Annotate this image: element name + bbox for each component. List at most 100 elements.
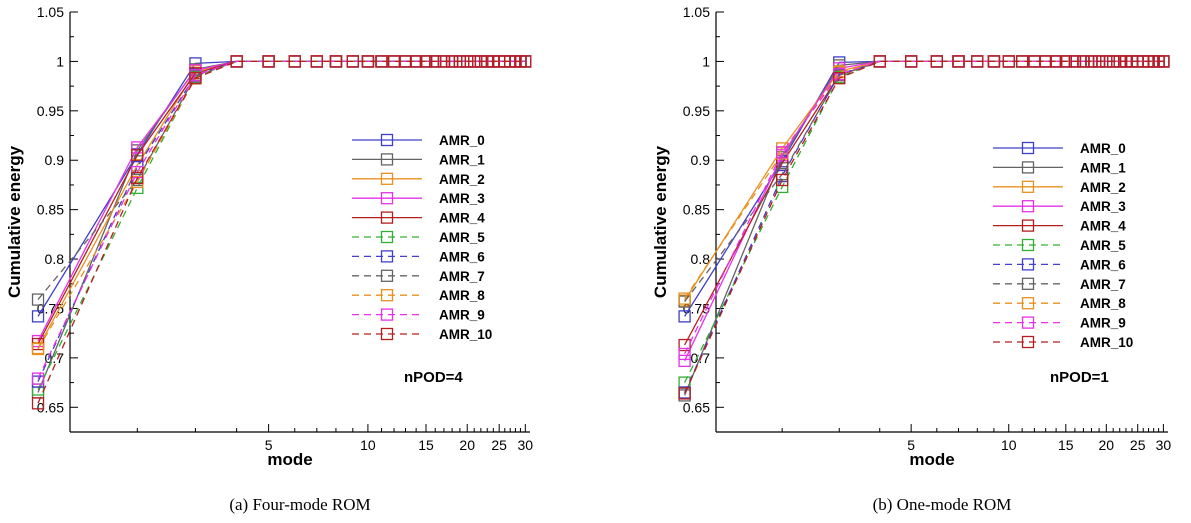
x-axis-title: mode	[267, 450, 312, 469]
legend-label: AMR_2	[439, 172, 485, 187]
legend-label: AMR_1	[1080, 160, 1126, 175]
y-tick-label: 1.05	[37, 4, 64, 20]
x-tick-label: 30	[1156, 437, 1172, 453]
legend-label: AMR_7	[1080, 277, 1126, 292]
legend-marker	[1021, 180, 1035, 193]
data-point	[31, 372, 45, 385]
npod-annotation: nPOD=1	[1050, 369, 1109, 386]
legend-marker	[380, 211, 394, 224]
data-point	[1100, 55, 1113, 68]
data-point	[678, 292, 691, 305]
data-point	[905, 55, 918, 68]
data-point	[776, 173, 789, 187]
legend-marker	[1021, 335, 1035, 349]
legend-label: AMR_4	[1080, 219, 1126, 234]
data-point	[678, 387, 691, 400]
legend-label: AMR_6	[1080, 257, 1126, 272]
data-point	[31, 310, 45, 323]
x-tick-label: 20	[1099, 437, 1115, 453]
y-axis-title: Cumulative energy	[5, 145, 24, 298]
panel-caption: (b) One-mode ROM	[873, 495, 1012, 514]
x-axis-title: mode	[909, 450, 954, 469]
legend-marker	[380, 308, 394, 321]
data-point	[31, 397, 45, 410]
data-point	[346, 55, 359, 68]
legend-marker	[1021, 200, 1035, 213]
data-point	[419, 55, 433, 68]
data-point	[678, 338, 691, 352]
legend-label: AMR_10	[1080, 335, 1133, 350]
y-tick-label: 0.8	[691, 251, 711, 267]
x-tick-label: 5	[907, 437, 915, 453]
legend-label: AMR_7	[439, 269, 485, 284]
data-point	[833, 72, 846, 85]
data-point	[930, 55, 943, 68]
data-point	[429, 55, 442, 68]
legend-marker	[380, 172, 394, 185]
data-point	[189, 72, 202, 85]
data-point	[952, 55, 965, 68]
data-point	[131, 149, 144, 162]
x-tick-label: 15	[1058, 437, 1074, 453]
data-point	[230, 55, 243, 68]
data-point	[678, 310, 691, 323]
data-point	[445, 55, 459, 68]
legend-marker	[380, 192, 394, 205]
data-point	[409, 55, 423, 68]
data-point	[678, 354, 691, 367]
y-tick-label: 0.8	[45, 251, 65, 267]
series-line-amr-10	[37, 60, 526, 404]
data-point	[131, 171, 144, 185]
data-point	[1085, 55, 1098, 68]
y-tick-label: 0.95	[37, 103, 64, 119]
legend-marker	[1021, 219, 1035, 232]
legend-marker	[380, 133, 394, 147]
legend-label: AMR_8	[1080, 296, 1126, 311]
legend-label: AMR_6	[439, 249, 485, 264]
y-tick-label: 0.65	[683, 399, 710, 415]
legend-label: AMR_9	[1080, 316, 1126, 331]
y-tick-label: 1.05	[683, 4, 710, 20]
x-tick-label: 15	[418, 437, 434, 453]
legend-marker	[1021, 277, 1035, 290]
data-point	[329, 55, 343, 68]
data-point	[1059, 55, 1072, 68]
x-tick-label: 10	[1001, 437, 1017, 453]
legend-label: AMR_9	[439, 308, 485, 323]
data-point	[971, 55, 984, 68]
legend-marker	[380, 230, 394, 244]
data-point	[678, 347, 691, 361]
data-point	[453, 55, 467, 68]
y-tick-label: 0.65	[37, 399, 64, 415]
legend-label: AMR_5	[439, 230, 485, 245]
data-point	[375, 55, 388, 68]
x-tick-label: 10	[360, 437, 376, 453]
y-tick-label: 0.85	[37, 202, 64, 218]
panel-caption: (a) Four-mode ROM	[229, 495, 370, 514]
data-point	[1113, 55, 1126, 68]
legend-label: AMR_8	[439, 288, 485, 303]
legend-marker	[380, 327, 394, 341]
legend-marker	[380, 289, 394, 302]
x-tick-label: 5	[265, 437, 273, 453]
legend-label: AMR_10	[439, 327, 492, 342]
data-point	[1157, 55, 1170, 68]
data-point	[262, 55, 275, 68]
data-point	[31, 342, 45, 356]
legend-marker	[1021, 297, 1035, 310]
series-line-amr-10	[684, 60, 1164, 394]
x-tick-label: 20	[459, 437, 475, 453]
legend-marker	[1021, 141, 1035, 155]
data-point	[474, 55, 488, 68]
y-tick-label: 0.9	[45, 152, 65, 168]
data-point	[31, 293, 45, 306]
legend-marker	[1021, 238, 1035, 252]
x-tick-label: 25	[491, 437, 507, 453]
legend-marker	[1021, 258, 1035, 271]
legend-marker	[380, 269, 394, 282]
x-tick-label: 30	[518, 437, 534, 453]
data-point	[1092, 55, 1106, 68]
data-point	[776, 146, 789, 159]
data-point	[1107, 55, 1120, 68]
